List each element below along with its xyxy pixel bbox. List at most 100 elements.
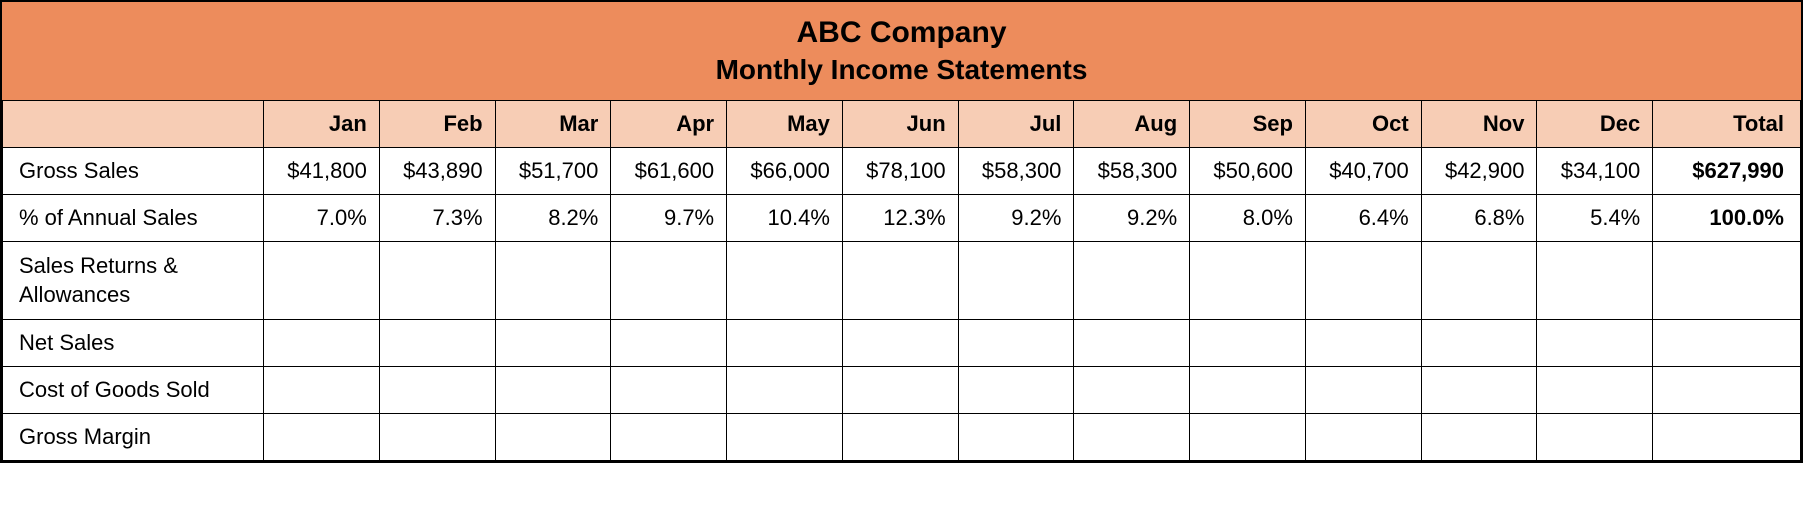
cell-value — [1421, 242, 1537, 320]
cell-value: $51,700 — [495, 148, 611, 195]
cell-value: $43,890 — [379, 148, 495, 195]
cell-value — [611, 320, 727, 367]
row-label: Gross Margin — [3, 414, 264, 461]
cell-value — [842, 414, 958, 461]
cell-value: 9.2% — [1074, 195, 1190, 242]
cell-value — [1421, 367, 1537, 414]
cell-value: 7.3% — [379, 195, 495, 242]
cell-value — [379, 414, 495, 461]
cell-value: $50,600 — [1190, 148, 1306, 195]
title-section: ABC Company Monthly Income Statements — [2, 2, 1801, 100]
cell-total — [1653, 320, 1801, 367]
header-month-jan: Jan — [264, 101, 380, 148]
cell-value — [958, 414, 1074, 461]
header-month-aug: Aug — [1074, 101, 1190, 148]
header-month-jul: Jul — [958, 101, 1074, 148]
cell-value — [379, 367, 495, 414]
header-month-mar: Mar — [495, 101, 611, 148]
cell-value — [1190, 414, 1306, 461]
header-month-apr: Apr — [611, 101, 727, 148]
cell-value — [1190, 320, 1306, 367]
table-row: Sales Returns & Allowances — [3, 242, 1801, 320]
cell-value — [1305, 414, 1421, 461]
cell-value: $78,100 — [842, 148, 958, 195]
report-title: Monthly Income Statements — [2, 54, 1801, 100]
data-table: Jan Feb Mar Apr May Jun Jul Aug Sep Oct … — [2, 100, 1801, 461]
cell-value — [842, 320, 958, 367]
cell-value — [1305, 367, 1421, 414]
cell-value — [1190, 367, 1306, 414]
cell-value — [611, 367, 727, 414]
cell-value — [379, 320, 495, 367]
cell-value: $34,100 — [1537, 148, 1653, 195]
cell-value: 6.4% — [1305, 195, 1421, 242]
cell-value: $58,300 — [1074, 148, 1190, 195]
cell-value — [958, 367, 1074, 414]
cell-total — [1653, 414, 1801, 461]
cell-total: 100.0% — [1653, 195, 1801, 242]
cell-value — [727, 414, 843, 461]
row-label: % of Annual Sales — [3, 195, 264, 242]
cell-value — [1074, 367, 1190, 414]
cell-value — [495, 367, 611, 414]
cell-value — [1537, 320, 1653, 367]
cell-value — [1305, 242, 1421, 320]
row-label: Sales Returns & Allowances — [3, 242, 264, 320]
cell-value — [1421, 320, 1537, 367]
header-total: Total — [1653, 101, 1801, 148]
cell-value — [1305, 320, 1421, 367]
header-month-feb: Feb — [379, 101, 495, 148]
cell-value: $61,600 — [611, 148, 727, 195]
cell-value — [495, 320, 611, 367]
cell-value — [1537, 242, 1653, 320]
income-statement-table: ABC Company Monthly Income Statements Ja… — [0, 0, 1803, 463]
cell-value: 8.2% — [495, 195, 611, 242]
cell-value — [1074, 414, 1190, 461]
cell-value: 10.4% — [727, 195, 843, 242]
cell-value: 12.3% — [842, 195, 958, 242]
header-row: Jan Feb Mar Apr May Jun Jul Aug Sep Oct … — [3, 101, 1801, 148]
cell-value — [1537, 414, 1653, 461]
cell-value: $40,700 — [1305, 148, 1421, 195]
cell-value — [958, 242, 1074, 320]
table-row: Cost of Goods Sold — [3, 367, 1801, 414]
cell-value — [495, 242, 611, 320]
cell-value: 9.2% — [958, 195, 1074, 242]
cell-total — [1653, 367, 1801, 414]
cell-value — [379, 242, 495, 320]
cell-value — [842, 367, 958, 414]
header-month-sep: Sep — [1190, 101, 1306, 148]
cell-value — [611, 242, 727, 320]
cell-value: $58,300 — [958, 148, 1074, 195]
cell-total: $627,990 — [1653, 148, 1801, 195]
cell-value — [495, 414, 611, 461]
cell-value — [1537, 367, 1653, 414]
cell-value — [727, 320, 843, 367]
table-row: % of Annual Sales7.0%7.3%8.2%9.7%10.4%12… — [3, 195, 1801, 242]
header-month-dec: Dec — [1537, 101, 1653, 148]
row-label: Gross Sales — [3, 148, 264, 195]
cell-value: 7.0% — [264, 195, 380, 242]
cell-value: $66,000 — [727, 148, 843, 195]
table-row: Gross Sales$41,800$43,890$51,700$61,600$… — [3, 148, 1801, 195]
header-month-oct: Oct — [1305, 101, 1421, 148]
header-blank — [3, 101, 264, 148]
cell-value — [1190, 242, 1306, 320]
cell-value — [1074, 242, 1190, 320]
company-title: ABC Company — [2, 2, 1801, 54]
cell-total — [1653, 242, 1801, 320]
cell-value — [611, 414, 727, 461]
cell-value — [727, 242, 843, 320]
row-label: Cost of Goods Sold — [3, 367, 264, 414]
cell-value: 8.0% — [1190, 195, 1306, 242]
cell-value: $41,800 — [264, 148, 380, 195]
cell-value — [842, 242, 958, 320]
header-month-jun: Jun — [842, 101, 958, 148]
cell-value: 6.8% — [1421, 195, 1537, 242]
cell-value — [264, 367, 380, 414]
header-month-nov: Nov — [1421, 101, 1537, 148]
cell-value — [1074, 320, 1190, 367]
cell-value: 5.4% — [1537, 195, 1653, 242]
cell-value: 9.7% — [611, 195, 727, 242]
table-row: Net Sales — [3, 320, 1801, 367]
